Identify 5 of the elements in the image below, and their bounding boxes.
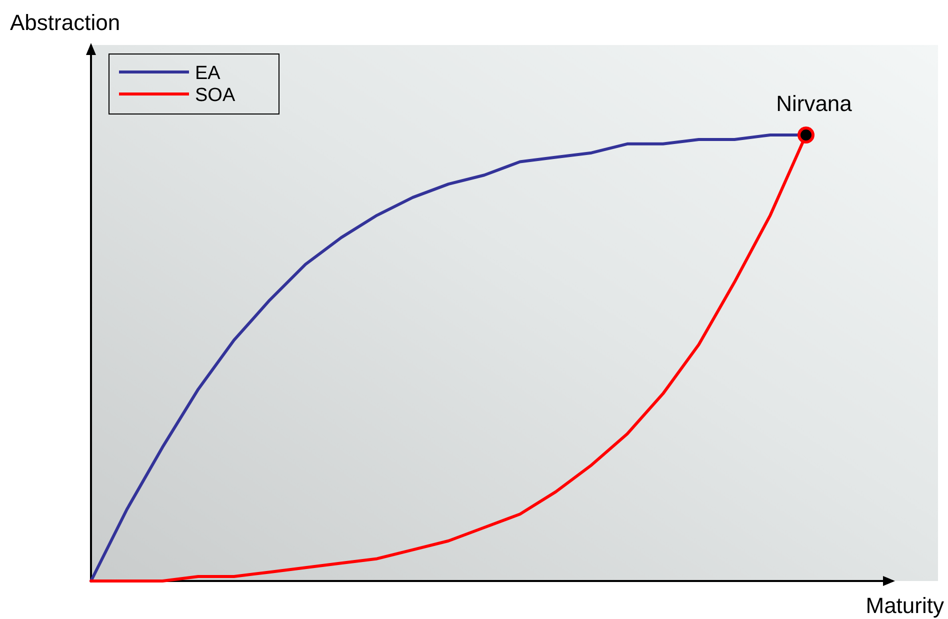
x-axis-title: Maturity [866, 593, 944, 618]
legend-label: EA [195, 63, 221, 84]
y-axis-title: Abstraction [10, 10, 120, 35]
text: Nirvana [776, 91, 853, 116]
legend-label: SOA [195, 85, 236, 106]
